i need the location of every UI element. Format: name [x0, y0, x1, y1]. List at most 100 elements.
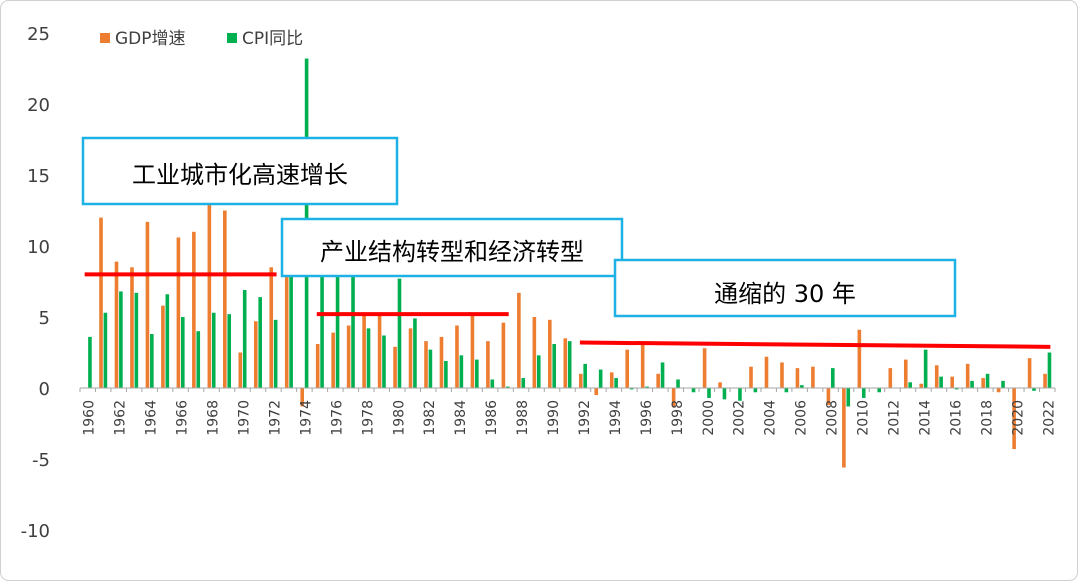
cpi-bar-2017: [970, 380, 974, 388]
cpi-bar-1994: [614, 378, 618, 388]
gdp-bar-2018: [981, 378, 985, 388]
cpi-bar-1986: [490, 379, 495, 388]
cpi-bar-1962: [119, 291, 123, 388]
cpi-bar-2014: [923, 349, 928, 388]
cpi-bar-2022: [1047, 352, 1052, 388]
cpi-bar-2000: [707, 388, 711, 398]
gdp-bar-2003: [749, 366, 753, 388]
y-tick-label: 10: [27, 237, 50, 258]
cpi-bar-1981: [413, 318, 417, 388]
gdp-bar-2000: [702, 348, 707, 388]
cpi-bar-1978: [366, 328, 371, 388]
cpi-bar-1979: [382, 335, 386, 388]
y-tick-label: 5: [39, 308, 50, 329]
gdp-bar-1971: [253, 321, 258, 388]
cpi-bar-1992: [583, 363, 587, 388]
gdp-bar-1991: [563, 338, 568, 388]
annotation-box-1: 工业城市化高速增长: [81, 136, 399, 206]
x-tick-label: 1962: [113, 400, 129, 436]
x-tick-label: 2002: [732, 400, 748, 436]
x-tick-label: 1996: [639, 400, 655, 436]
x-tick-label: 1978: [360, 400, 376, 436]
cpi-bar-1971: [258, 297, 262, 388]
gdp-bar-1988: [517, 292, 521, 388]
gdp-bar-2006: [795, 368, 800, 388]
cpi-bar-1977: [351, 272, 355, 388]
cpi-bar-1995: [629, 388, 634, 390]
cpi-bar-1975: [320, 221, 324, 388]
annotation-frame: [613, 258, 957, 318]
gdp-bar-1968: [207, 203, 212, 388]
gdp-bar-1984: [455, 325, 459, 388]
cpi-bar-2018: [985, 373, 990, 388]
x-tick-label: 2020: [1010, 400, 1026, 436]
gdp-bar-1997: [656, 373, 660, 388]
gdp-bar-1973: [284, 274, 289, 388]
gdp-bar-2019: [996, 388, 1001, 393]
gdp-bar-2012: [888, 368, 893, 388]
cpi-bar-1999: [691, 388, 696, 393]
gdp-bar-2022: [1043, 373, 1047, 388]
x-tick-label: 1998: [670, 400, 686, 436]
y-tick-label: 20: [27, 95, 50, 116]
x-tick-label: 1966: [175, 400, 191, 436]
gdp-bar-1962: [114, 261, 119, 388]
gdp-bar-1982: [424, 341, 428, 388]
gdp-bar-1977: [346, 325, 351, 388]
y-tick-label: 25: [27, 24, 50, 45]
gdp-bar-1974: [300, 388, 304, 407]
gdp-bar-2004: [764, 356, 769, 388]
x-tick-label: 2022: [1041, 400, 1057, 436]
cpi-bar-2001: [722, 388, 727, 400]
x-axis: 1960 1962 1964 1966 1968 1970 1972 1974 1976 1978…: [79, 387, 1057, 436]
y-tick-label: -5: [32, 450, 50, 471]
x-tick-label: 1992: [577, 400, 593, 436]
annotation-text: 工业城市化高速增长: [132, 161, 348, 189]
gdp-bar-1980: [393, 346, 397, 388]
cpi-bar-2005: [784, 388, 789, 393]
x-tick-label: 1972: [267, 400, 283, 436]
cpi-bar-1987: [506, 386, 510, 388]
annotation-box-2: 产业结构转型和经济转型: [280, 217, 624, 278]
period-line-3: [579, 340, 1051, 349]
gdp-bar-1987: [501, 322, 506, 388]
cpi-bar-1976: [335, 254, 340, 388]
period-lines: [84, 272, 1051, 349]
cpi-bar-2011: [877, 388, 882, 393]
gdp-bar-1993: [594, 388, 599, 396]
x-tick-label: 1994: [608, 400, 624, 436]
cpi-bar-1969: [227, 314, 232, 388]
x-tick-label: 2010: [856, 400, 872, 436]
annotation-text: 产业结构转型和经济转型: [320, 238, 584, 266]
cpi-bar-1964: [150, 334, 154, 388]
x-tick-label: 1964: [144, 400, 160, 436]
cpi-bar-1988: [521, 378, 526, 388]
gdp-bar-1972: [269, 267, 274, 388]
legend: GDP增速 CPI同比: [100, 29, 303, 49]
gdp-bar-1992: [578, 373, 583, 388]
gdp-bar-2021: [1027, 358, 1032, 388]
legend-swatch-cpi: [227, 33, 237, 43]
gdp-bar-2008: [826, 388, 831, 406]
cpi-bar-1960: [88, 336, 92, 388]
gdp-bar-2013: [903, 359, 908, 388]
cpi-bar-2008: [831, 368, 835, 388]
cpi-bar-1985: [475, 359, 479, 388]
cpi-bar-1980: [397, 278, 402, 388]
cpi-bar-1961: [103, 312, 108, 388]
gdp-bar-1976: [331, 332, 335, 388]
annotation-frame: [280, 217, 624, 278]
cpi-bar-2002: [738, 388, 742, 401]
gdp-bar-1970: [238, 352, 243, 388]
x-tick-label: 1988: [515, 400, 531, 436]
cpi-bar-1966: [181, 317, 185, 388]
x-tick-label: 2006: [794, 400, 810, 436]
cpi-bar-1968: [211, 312, 216, 388]
bars: [88, 58, 1052, 468]
gdp-bar-1994: [609, 372, 614, 388]
cpi-bar-1989: [536, 355, 541, 388]
cpi-bar-2019: [1001, 380, 1005, 388]
cpi-bar-1982: [428, 349, 433, 388]
legend-swatch-gdp: [100, 33, 110, 43]
annotation-frame: [81, 136, 399, 206]
